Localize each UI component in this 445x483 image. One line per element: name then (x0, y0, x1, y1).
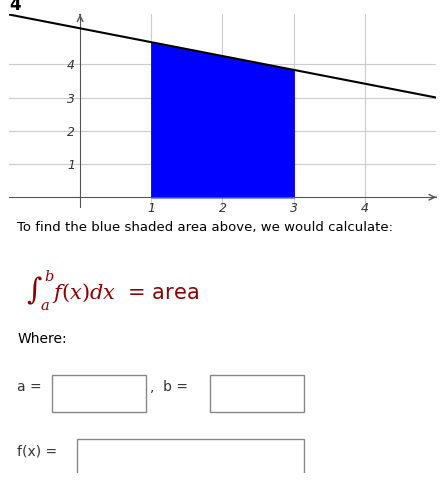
Text: ,  b =: , b = (150, 380, 192, 394)
Text: Where:: Where: (17, 332, 67, 346)
FancyBboxPatch shape (77, 439, 303, 476)
FancyBboxPatch shape (210, 375, 303, 412)
Text: To find the blue shaded area above, we would calculate:: To find the blue shaded area above, we w… (17, 221, 393, 233)
Text: $\int_a^b f(x)dx$  = area: $\int_a^b f(x)dx$ = area (26, 269, 199, 313)
Text: a =: a = (17, 380, 46, 394)
Text: f(x) =: f(x) = (17, 444, 62, 458)
FancyBboxPatch shape (52, 375, 146, 412)
Text: 4: 4 (9, 0, 20, 14)
